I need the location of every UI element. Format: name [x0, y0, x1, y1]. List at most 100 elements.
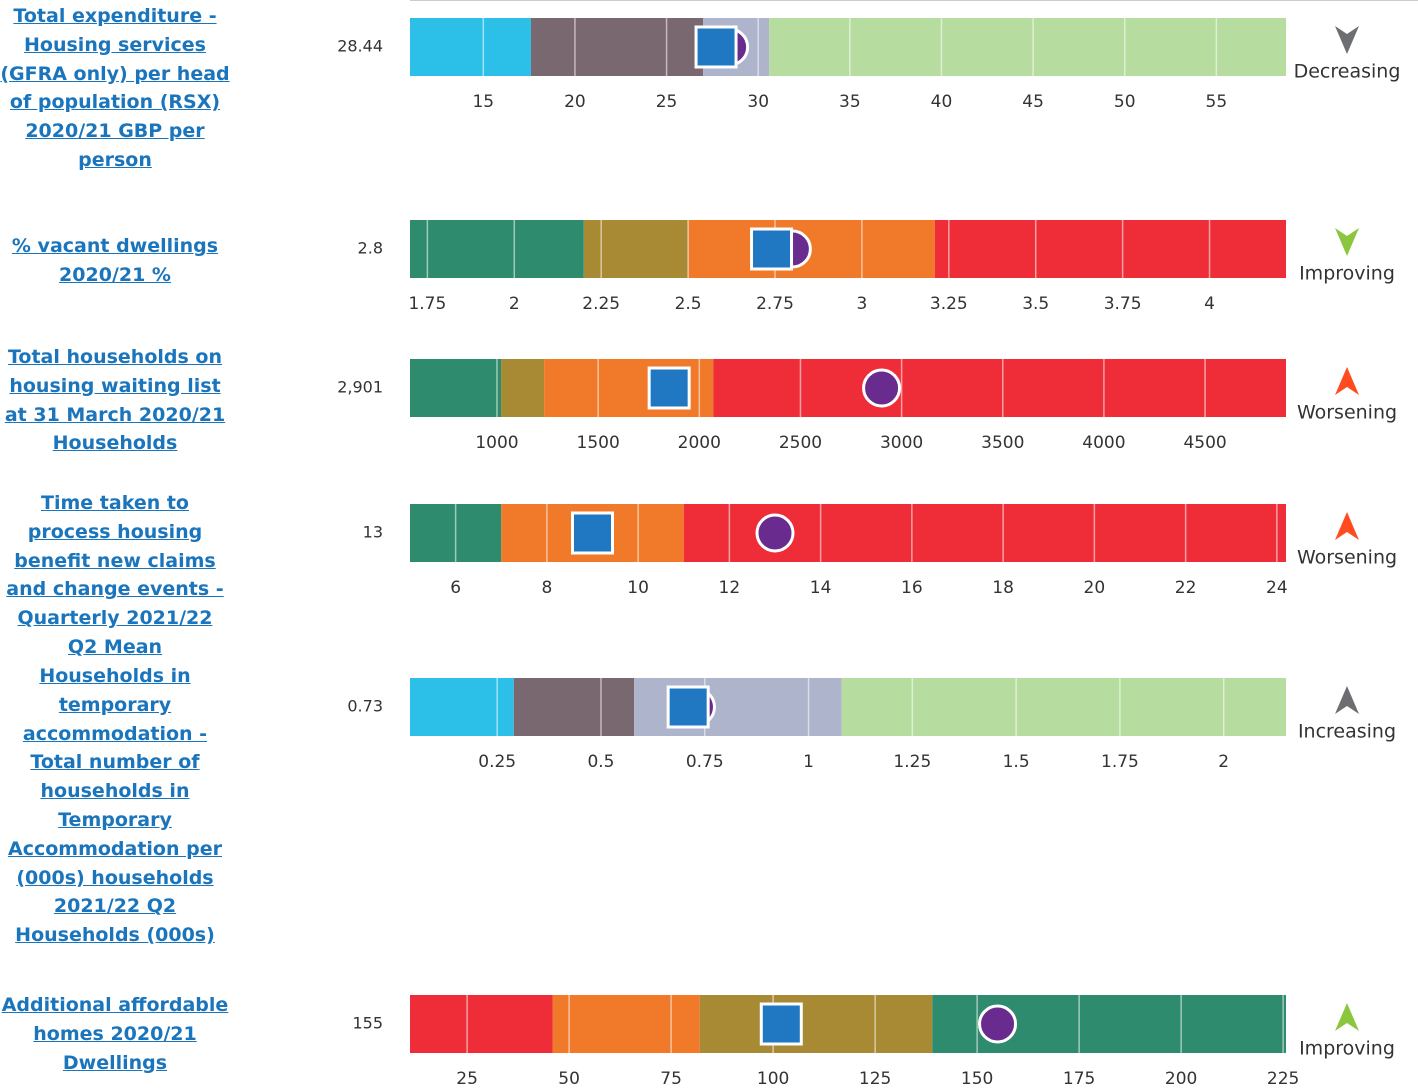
x-tick-label: 2	[1218, 752, 1229, 772]
x-tick-label: 2.75	[756, 294, 794, 314]
band	[634, 678, 842, 736]
x-tick-label: 200	[1165, 1069, 1197, 1089]
x-tick-label: 6	[450, 578, 461, 598]
band	[410, 18, 531, 76]
x-tick-label: 4	[1204, 294, 1215, 314]
x-tick-label: 16	[901, 578, 923, 598]
indicator-title[interactable]: Total expenditure - Housing services (GF…	[0, 5, 230, 171]
trend-arrow	[1335, 26, 1359, 54]
x-tick-label: 15	[472, 92, 494, 112]
indicator-title[interactable]: Additional affordable homes 2020/21 Dwel…	[1, 994, 229, 1074]
band	[769, 18, 1286, 76]
x-tick-label: 14	[810, 578, 832, 598]
trend-label: Worsening	[1297, 547, 1397, 569]
trend-arrow	[1335, 686, 1359, 714]
x-tick-label: 0.25	[478, 752, 516, 772]
x-tick-label: 10	[627, 578, 649, 598]
trend-label: Increasing	[1298, 721, 1396, 743]
x-tick-label: 4500	[1183, 433, 1226, 453]
x-tick-label: 3.25	[930, 294, 968, 314]
x-tick-label: 3	[856, 294, 867, 314]
trend-arrow	[1335, 512, 1359, 540]
value-label: 155	[352, 1014, 383, 1033]
x-tick-label: 18	[992, 578, 1014, 598]
x-tick-label: 100	[757, 1069, 789, 1089]
band	[410, 359, 502, 417]
x-tick-label: 75	[660, 1069, 682, 1089]
comparator-marker	[571, 511, 614, 555]
value-label: 28.44	[337, 37, 383, 56]
x-tick-label: 2.5	[675, 294, 702, 314]
x-tick-label: 2	[509, 294, 520, 314]
x-tick-label: 2000	[678, 433, 721, 453]
indicator-title[interactable]: Households in temporary accommodation - …	[7, 665, 222, 947]
band	[841, 678, 1286, 736]
x-tick-label: 45	[1022, 92, 1044, 112]
x-tick-label: 20	[1084, 578, 1106, 598]
trend-arrow	[1335, 1003, 1359, 1031]
x-tick-label: 3000	[880, 433, 923, 453]
value-marker	[978, 1004, 1018, 1044]
indicator-title[interactable]: Total households on housing waiting list…	[4, 346, 226, 455]
comparator-marker	[666, 685, 710, 729]
x-tick-label: 225	[1267, 1069, 1299, 1089]
x-tick-label: 40	[931, 92, 953, 112]
comparator-marker	[647, 366, 691, 410]
x-tick-label: 1000	[475, 433, 518, 453]
value-label: 2,901	[337, 378, 383, 397]
x-tick-label: 8	[541, 578, 552, 598]
value-label: 2.8	[358, 239, 383, 258]
indicator-title[interactable]: % vacant dwellings 2020/21 %	[11, 235, 219, 286]
x-tick-label: 4000	[1082, 433, 1125, 453]
value-label: 0.73	[347, 697, 383, 716]
band	[410, 678, 514, 736]
value-marker	[862, 368, 902, 408]
x-tick-label: 0.5	[587, 752, 614, 772]
x-tick-label: 1.75	[408, 294, 446, 314]
x-tick-label: 35	[839, 92, 861, 112]
x-tick-label: 55	[1206, 92, 1228, 112]
band	[552, 995, 700, 1053]
value-marker	[755, 513, 795, 553]
x-tick-label: 3500	[981, 433, 1024, 453]
x-tick-label: 125	[859, 1069, 891, 1089]
trend-label: Worsening	[1297, 402, 1397, 424]
x-tick-label: 24	[1266, 578, 1288, 598]
trend-arrow	[1335, 367, 1359, 395]
comparator-marker	[759, 1002, 803, 1046]
x-tick-label: 1.25	[893, 752, 931, 772]
x-tick-label: 25	[456, 1069, 478, 1089]
band	[934, 220, 1286, 278]
band	[713, 359, 1286, 417]
trend-arrow	[1335, 228, 1359, 256]
x-tick-label: 175	[1063, 1069, 1095, 1089]
comparator-marker	[750, 227, 794, 271]
x-tick-label: 2.25	[582, 294, 620, 314]
trend-label: Improving	[1299, 1038, 1395, 1060]
x-tick-label: 1500	[577, 433, 620, 453]
band	[410, 220, 584, 278]
band	[410, 995, 553, 1053]
x-tick-label: 50	[1114, 92, 1136, 112]
band	[530, 18, 704, 76]
indicator-title[interactable]: Time taken to process housing benefit ne…	[6, 492, 224, 658]
band	[501, 359, 545, 417]
x-tick-label: 12	[719, 578, 741, 598]
band	[513, 678, 635, 736]
x-tick-label: 0.75	[686, 752, 724, 772]
x-tick-label: 50	[558, 1069, 580, 1089]
comparator-marker	[694, 25, 738, 69]
x-tick-label: 30	[747, 92, 769, 112]
x-tick-label: 3.75	[1104, 294, 1142, 314]
x-tick-label: 25	[656, 92, 678, 112]
x-tick-label: 1.75	[1101, 752, 1139, 772]
trend-label: Decreasing	[1294, 61, 1401, 83]
x-tick-label: 2500	[779, 433, 822, 453]
x-tick-label: 3.5	[1022, 294, 1049, 314]
x-tick-label: 1	[803, 752, 814, 772]
value-label: 13	[363, 523, 383, 542]
x-tick-label: 150	[961, 1069, 993, 1089]
trend-label: Improving	[1299, 263, 1395, 285]
